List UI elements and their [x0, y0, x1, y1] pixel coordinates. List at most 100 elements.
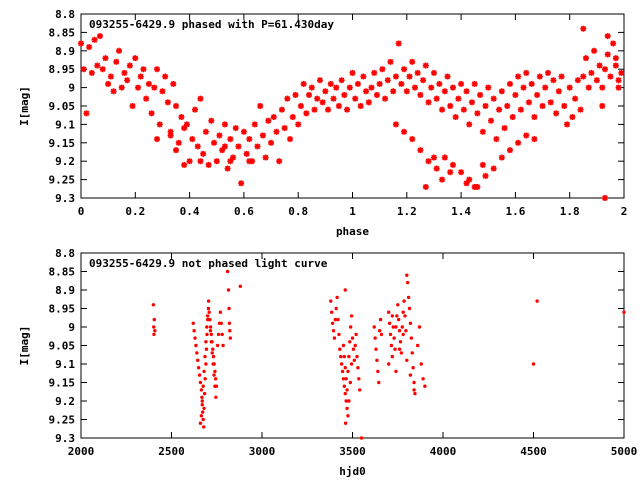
- data-point: [419, 362, 423, 366]
- data-point: [202, 128, 209, 135]
- data-point: [201, 384, 205, 388]
- data-point: [110, 88, 117, 95]
- data-point: [393, 347, 397, 351]
- data-point: [479, 128, 486, 135]
- data-point: [346, 84, 353, 91]
- data-point: [455, 95, 462, 102]
- data-point: [99, 66, 106, 73]
- data-point: [167, 132, 174, 139]
- data-point: [401, 332, 405, 337]
- data-point: [542, 84, 549, 91]
- data-point: [213, 377, 218, 381]
- data-point: [622, 310, 626, 314]
- x-tick-label: 1.4: [451, 205, 471, 218]
- data-point: [342, 384, 347, 388]
- data-point: [577, 106, 584, 113]
- data-point: [227, 321, 232, 325]
- data-point: [544, 69, 551, 76]
- data-point: [357, 377, 361, 381]
- y-tick-label: 8.8: [55, 247, 75, 260]
- data-point: [411, 366, 415, 370]
- data-point: [330, 95, 337, 102]
- data-point: [373, 91, 380, 98]
- data-point: [344, 377, 348, 381]
- data-point: [333, 317, 338, 322]
- data-point: [246, 136, 253, 143]
- data-point: [466, 121, 473, 128]
- data-point: [225, 269, 230, 274]
- data-point: [408, 373, 413, 377]
- y-tick-label: 9.3: [55, 192, 75, 205]
- data-point: [506, 147, 513, 154]
- data-point: [224, 165, 231, 172]
- y-axis-ticks: 8.8 8.85 8.9 8.95 9 9.05 9.1 9.15 9.2 9.25 9.3: [49, 247, 624, 445]
- data-point: [387, 58, 394, 65]
- data-point: [152, 317, 157, 322]
- data-points: [151, 269, 626, 440]
- data-point: [430, 154, 437, 161]
- data-point: [208, 329, 213, 333]
- data-point: [193, 336, 197, 340]
- data-point: [601, 66, 608, 73]
- data-point: [572, 95, 579, 102]
- data-point: [384, 77, 391, 84]
- data-point: [509, 114, 516, 121]
- data-point: [344, 106, 351, 113]
- data-point: [198, 380, 203, 385]
- data-point: [407, 306, 412, 311]
- data-point: [618, 69, 625, 76]
- data-point: [490, 95, 497, 102]
- x-tick-label: 4500: [520, 445, 547, 458]
- data-point: [327, 80, 334, 87]
- data-point: [394, 369, 398, 374]
- data-point: [395, 40, 402, 47]
- data-point: [409, 58, 416, 65]
- data-point: [232, 125, 239, 132]
- data-point: [78, 40, 84, 47]
- data-point: [194, 143, 201, 150]
- data-point: [306, 91, 313, 98]
- data-point: [107, 73, 114, 80]
- data-point: [336, 317, 340, 322]
- data-point: [468, 99, 475, 106]
- data-point: [423, 384, 427, 388]
- data-point: [211, 347, 215, 351]
- data-point: [194, 343, 198, 348]
- data-point: [345, 406, 349, 411]
- data-point: [417, 91, 424, 98]
- data-point: [441, 88, 448, 95]
- data-point: [207, 310, 211, 314]
- data-point: [181, 161, 188, 168]
- data-point: [209, 340, 214, 344]
- data-point: [357, 103, 364, 109]
- x-axis-label: hjd0: [339, 465, 366, 478]
- data-point: [410, 351, 414, 355]
- data-point: [550, 77, 557, 84]
- data-point: [211, 362, 215, 366]
- data-point: [212, 373, 216, 377]
- data-point: [243, 150, 250, 157]
- data-point: [145, 80, 152, 87]
- data-point: [531, 136, 538, 143]
- chart-title: 093255-6429.9 phased with P=61.430day: [89, 18, 334, 31]
- data-point: [392, 121, 399, 128]
- data-point: [458, 80, 465, 87]
- data-point: [477, 91, 484, 98]
- data-point: [86, 44, 93, 51]
- data-point: [346, 414, 350, 418]
- data-point: [238, 180, 245, 187]
- data-point: [116, 47, 123, 54]
- data-point: [372, 325, 376, 329]
- data-point: [316, 77, 323, 84]
- data-point: [209, 332, 214, 337]
- data-point: [88, 69, 95, 76]
- y-tick-label: 8.9: [55, 284, 75, 297]
- data-point: [197, 158, 204, 165]
- data-point: [585, 84, 592, 91]
- data-point: [341, 343, 346, 348]
- data-point: [506, 80, 513, 87]
- data-point: [175, 139, 182, 146]
- data-point: [412, 380, 416, 385]
- data-point: [425, 158, 432, 165]
- data-point: [359, 436, 364, 440]
